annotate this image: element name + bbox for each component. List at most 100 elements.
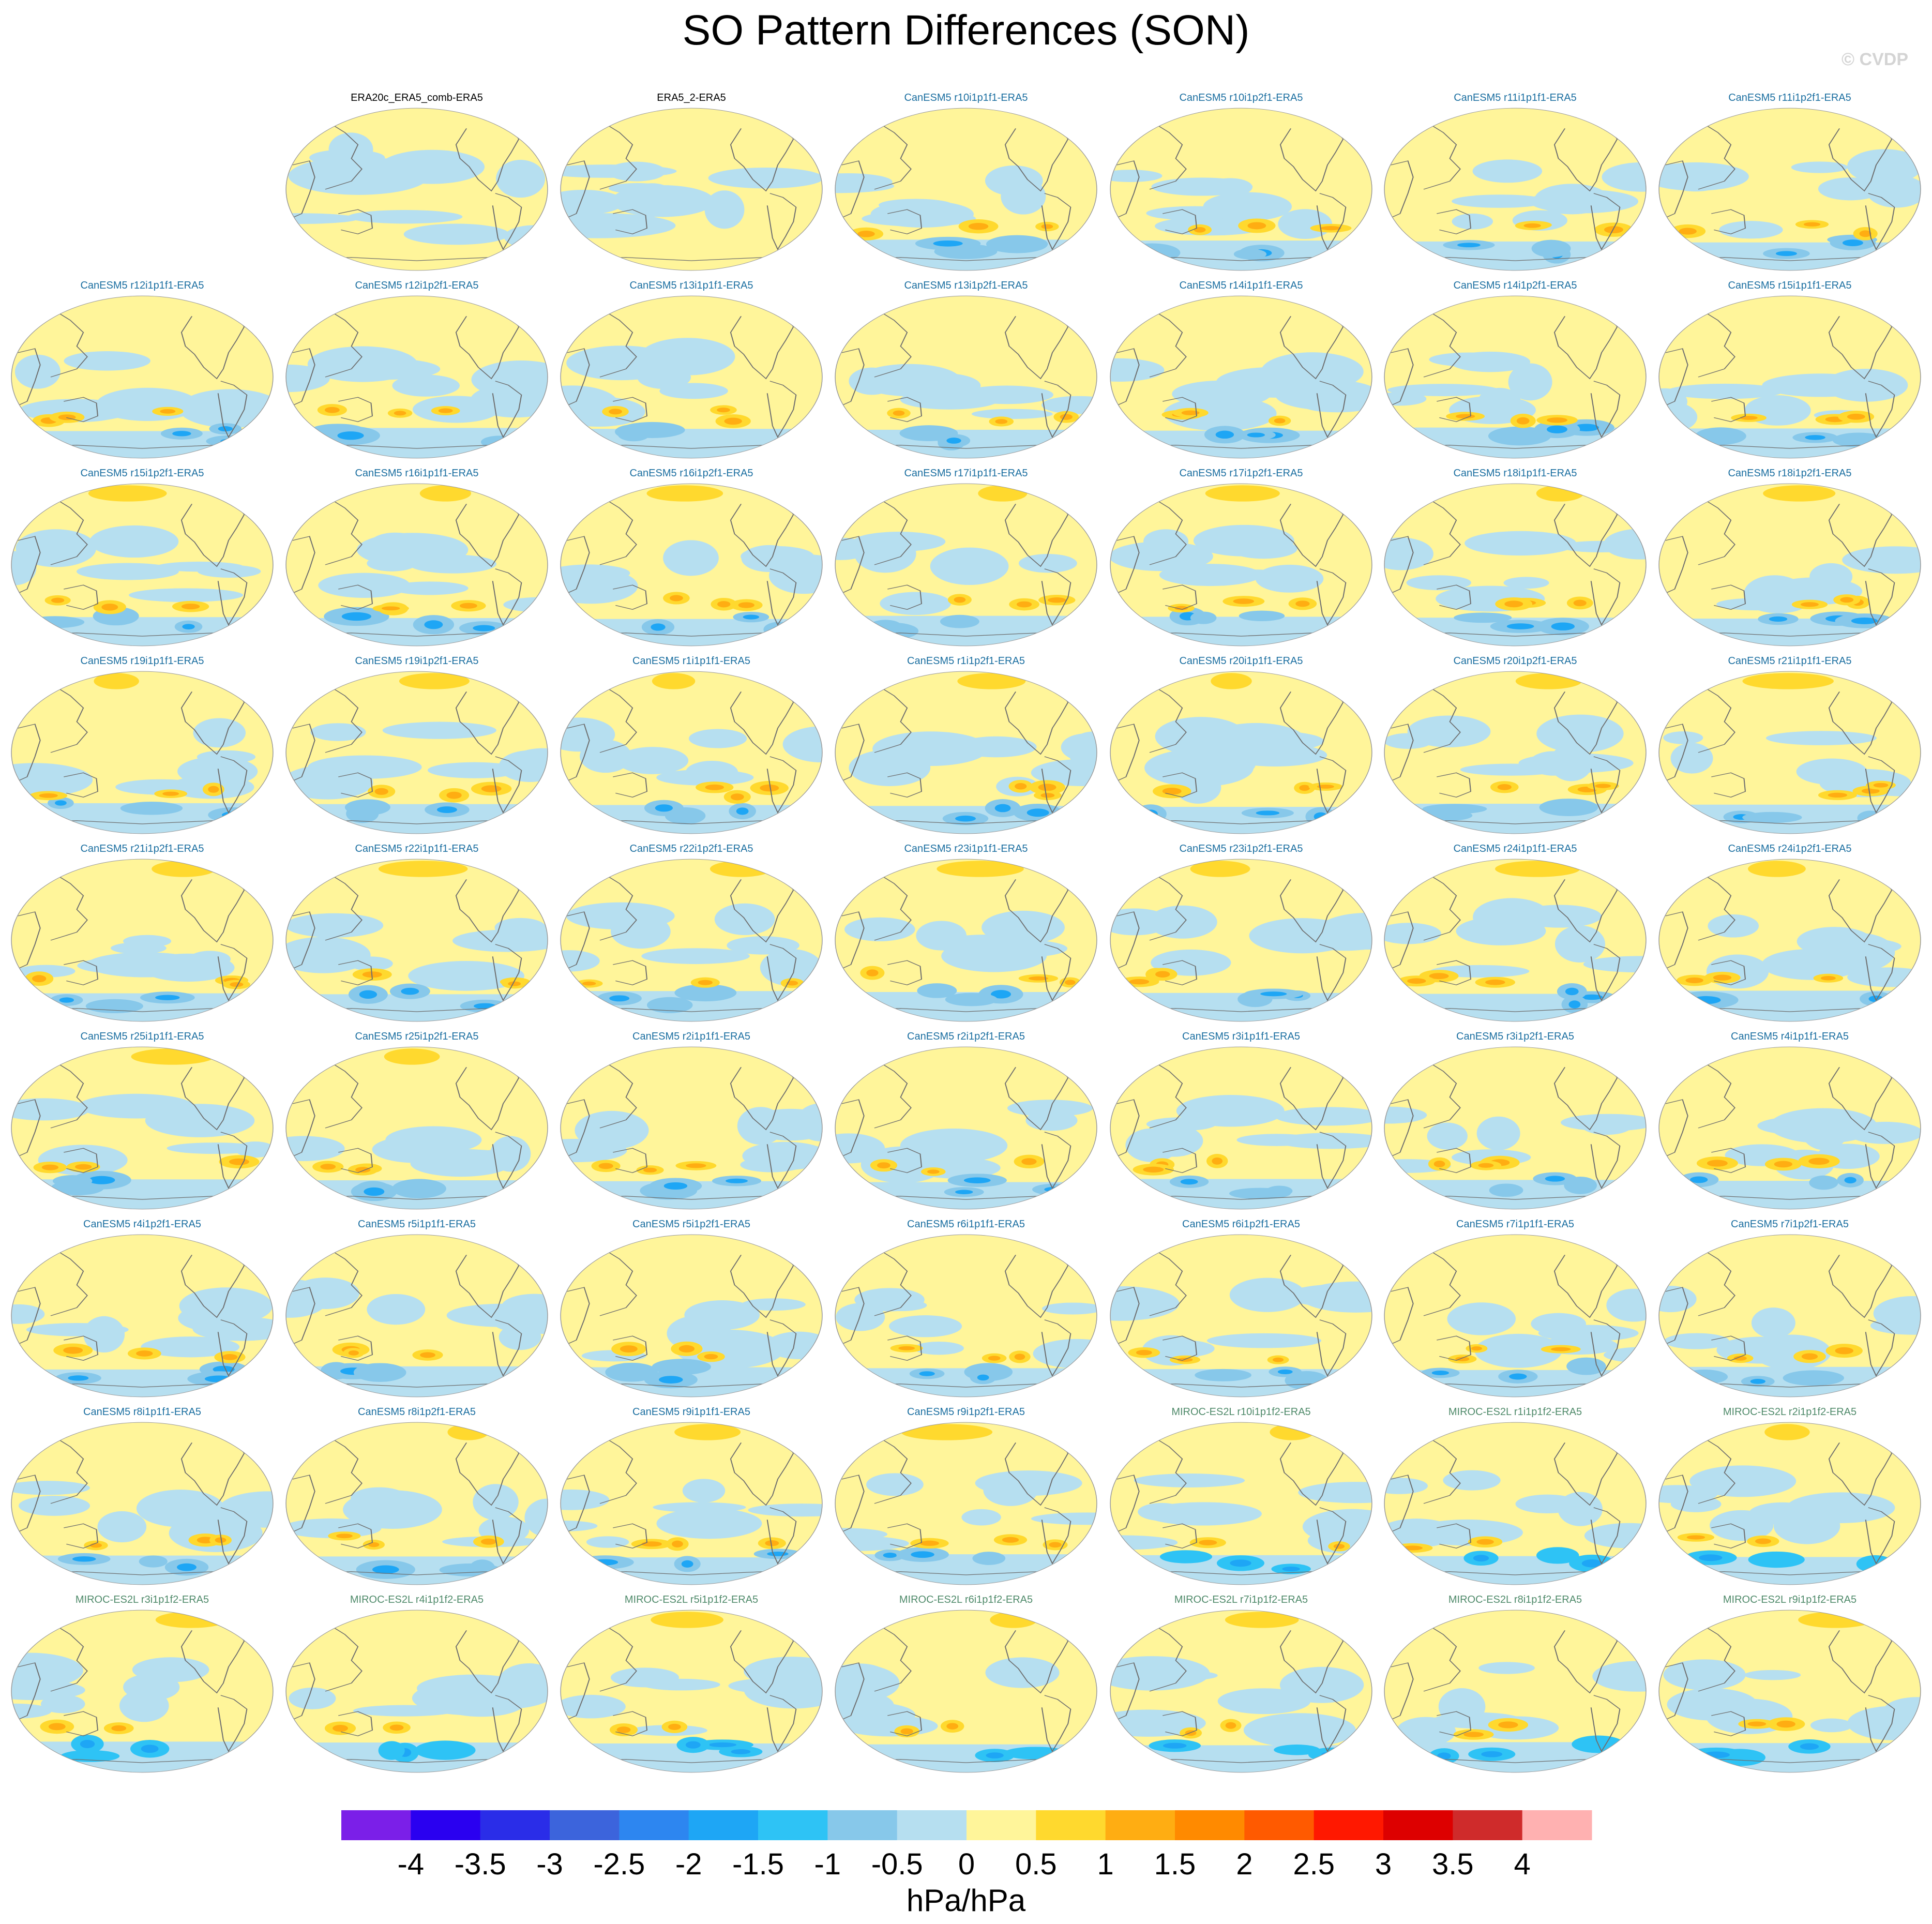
coastline bbox=[1711, 960, 1746, 985]
contour-positive bbox=[324, 407, 340, 413]
coastline bbox=[1617, 683, 1636, 700]
contour-negative bbox=[1695, 427, 1746, 445]
map-panel bbox=[1658, 1422, 1921, 1585]
contour-positive bbox=[1504, 600, 1523, 608]
contour-negative bbox=[744, 1673, 822, 1709]
contour-positive bbox=[857, 231, 875, 237]
coastline bbox=[1711, 1335, 1746, 1361]
contour-negative bbox=[843, 1696, 885, 1720]
coastline bbox=[766, 1695, 797, 1753]
panel-title: MIROC-ES2L r9i1p1f2-ERA5 bbox=[1723, 1594, 1857, 1605]
contour-positive bbox=[348, 1350, 359, 1356]
contour-positive bbox=[1048, 597, 1066, 603]
coastline bbox=[1041, 1507, 1071, 1565]
contour-negative bbox=[1800, 1743, 1819, 1750]
coastline bbox=[1665, 348, 1688, 406]
contour-positive bbox=[641, 1541, 662, 1547]
coastline bbox=[244, 308, 263, 324]
coastline bbox=[1423, 1622, 1461, 1692]
contour-positive bbox=[197, 1537, 214, 1544]
coastline bbox=[567, 1287, 590, 1345]
coastline bbox=[1891, 1622, 1911, 1639]
contour-positive bbox=[1320, 226, 1341, 231]
panel-title: CanESM5 r5i1p2f1-ERA5 bbox=[632, 1219, 750, 1230]
contour-positive bbox=[1747, 1721, 1767, 1726]
map-outline bbox=[1384, 1234, 1647, 1397]
contour-positive bbox=[1317, 784, 1334, 789]
contour-negative bbox=[86, 952, 204, 978]
contour-positive bbox=[131, 1048, 214, 1065]
panel-title: CanESM5 r12i1p1f1-ERA5 bbox=[80, 280, 204, 291]
coastline bbox=[766, 756, 797, 814]
coastline bbox=[874, 1622, 912, 1692]
contour-positive bbox=[1136, 1350, 1152, 1356]
contour-negative bbox=[25, 616, 85, 628]
coastline bbox=[338, 584, 373, 610]
coastline bbox=[1436, 1711, 1472, 1736]
contour-negative bbox=[1110, 1745, 1372, 1772]
contour-negative bbox=[1659, 428, 1921, 458]
contour-negative bbox=[26, 1322, 129, 1336]
map-panel bbox=[1110, 295, 1372, 459]
contour-negative bbox=[89, 525, 179, 558]
map-outline bbox=[11, 859, 274, 1022]
map-panel bbox=[560, 108, 823, 271]
panel-title: CanESM5 r6i1p1f1-ERA5 bbox=[907, 1219, 1025, 1230]
coastline bbox=[1711, 1148, 1746, 1173]
contour-negative bbox=[401, 987, 419, 995]
coastline bbox=[292, 536, 315, 594]
contour-positive bbox=[320, 1164, 336, 1170]
coastline bbox=[244, 1059, 263, 1075]
contour-negative bbox=[919, 1371, 935, 1376]
coastline bbox=[1316, 568, 1347, 626]
colorbar-tick-label: 4 bbox=[1514, 1847, 1531, 1881]
coastline bbox=[1698, 1059, 1735, 1129]
contour-positive bbox=[678, 1345, 695, 1352]
coastline bbox=[612, 1148, 648, 1173]
contour-negative bbox=[1666, 383, 1784, 399]
coastline bbox=[1316, 1132, 1347, 1190]
contour-positive bbox=[459, 603, 477, 609]
coastline bbox=[325, 1059, 363, 1129]
contour-positive bbox=[1516, 417, 1530, 425]
contour-negative bbox=[11, 1098, 90, 1121]
map-panel bbox=[285, 1046, 548, 1210]
coastline bbox=[1067, 1059, 1087, 1075]
map-outline bbox=[560, 1234, 823, 1397]
contour-negative bbox=[991, 990, 1012, 999]
contour-positive bbox=[1162, 788, 1182, 795]
map-panel bbox=[1658, 859, 1921, 1022]
contour-negative bbox=[880, 592, 951, 615]
map-outline bbox=[1658, 1610, 1921, 1773]
coastline bbox=[1116, 160, 1140, 218]
map-outline bbox=[835, 108, 1097, 271]
contour-positive bbox=[1476, 1539, 1494, 1545]
contour-negative bbox=[1033, 1339, 1097, 1369]
coastline bbox=[793, 1622, 812, 1639]
contour-negative bbox=[111, 942, 167, 954]
coastline bbox=[599, 683, 637, 753]
contour-negative bbox=[663, 1182, 688, 1190]
contour-negative bbox=[208, 807, 259, 823]
contour-negative bbox=[141, 1336, 240, 1358]
coastline bbox=[887, 397, 923, 422]
contour-positive bbox=[1798, 1612, 1873, 1628]
coastline bbox=[492, 381, 522, 439]
coastline bbox=[292, 1475, 315, 1532]
coastline bbox=[599, 1059, 637, 1129]
contour-negative bbox=[1698, 1554, 1723, 1561]
contour-positive bbox=[394, 411, 406, 416]
coastline bbox=[492, 193, 522, 251]
contour-positive bbox=[48, 1723, 66, 1731]
contour-negative bbox=[1517, 905, 1602, 928]
contour-negative bbox=[424, 620, 443, 629]
coastline bbox=[730, 1440, 794, 1506]
colorbar-swatch bbox=[1522, 1810, 1592, 1840]
coastline bbox=[217, 1319, 248, 1377]
panel-title: CanESM5 r9i1p2f1-ERA5 bbox=[907, 1406, 1025, 1418]
contour-positive bbox=[652, 673, 696, 689]
contour-negative bbox=[1239, 610, 1285, 622]
coastline bbox=[244, 1246, 263, 1263]
panel-title: CanESM5 r20i1p1f1-ERA5 bbox=[1179, 655, 1303, 667]
coastline bbox=[1423, 1434, 1461, 1504]
